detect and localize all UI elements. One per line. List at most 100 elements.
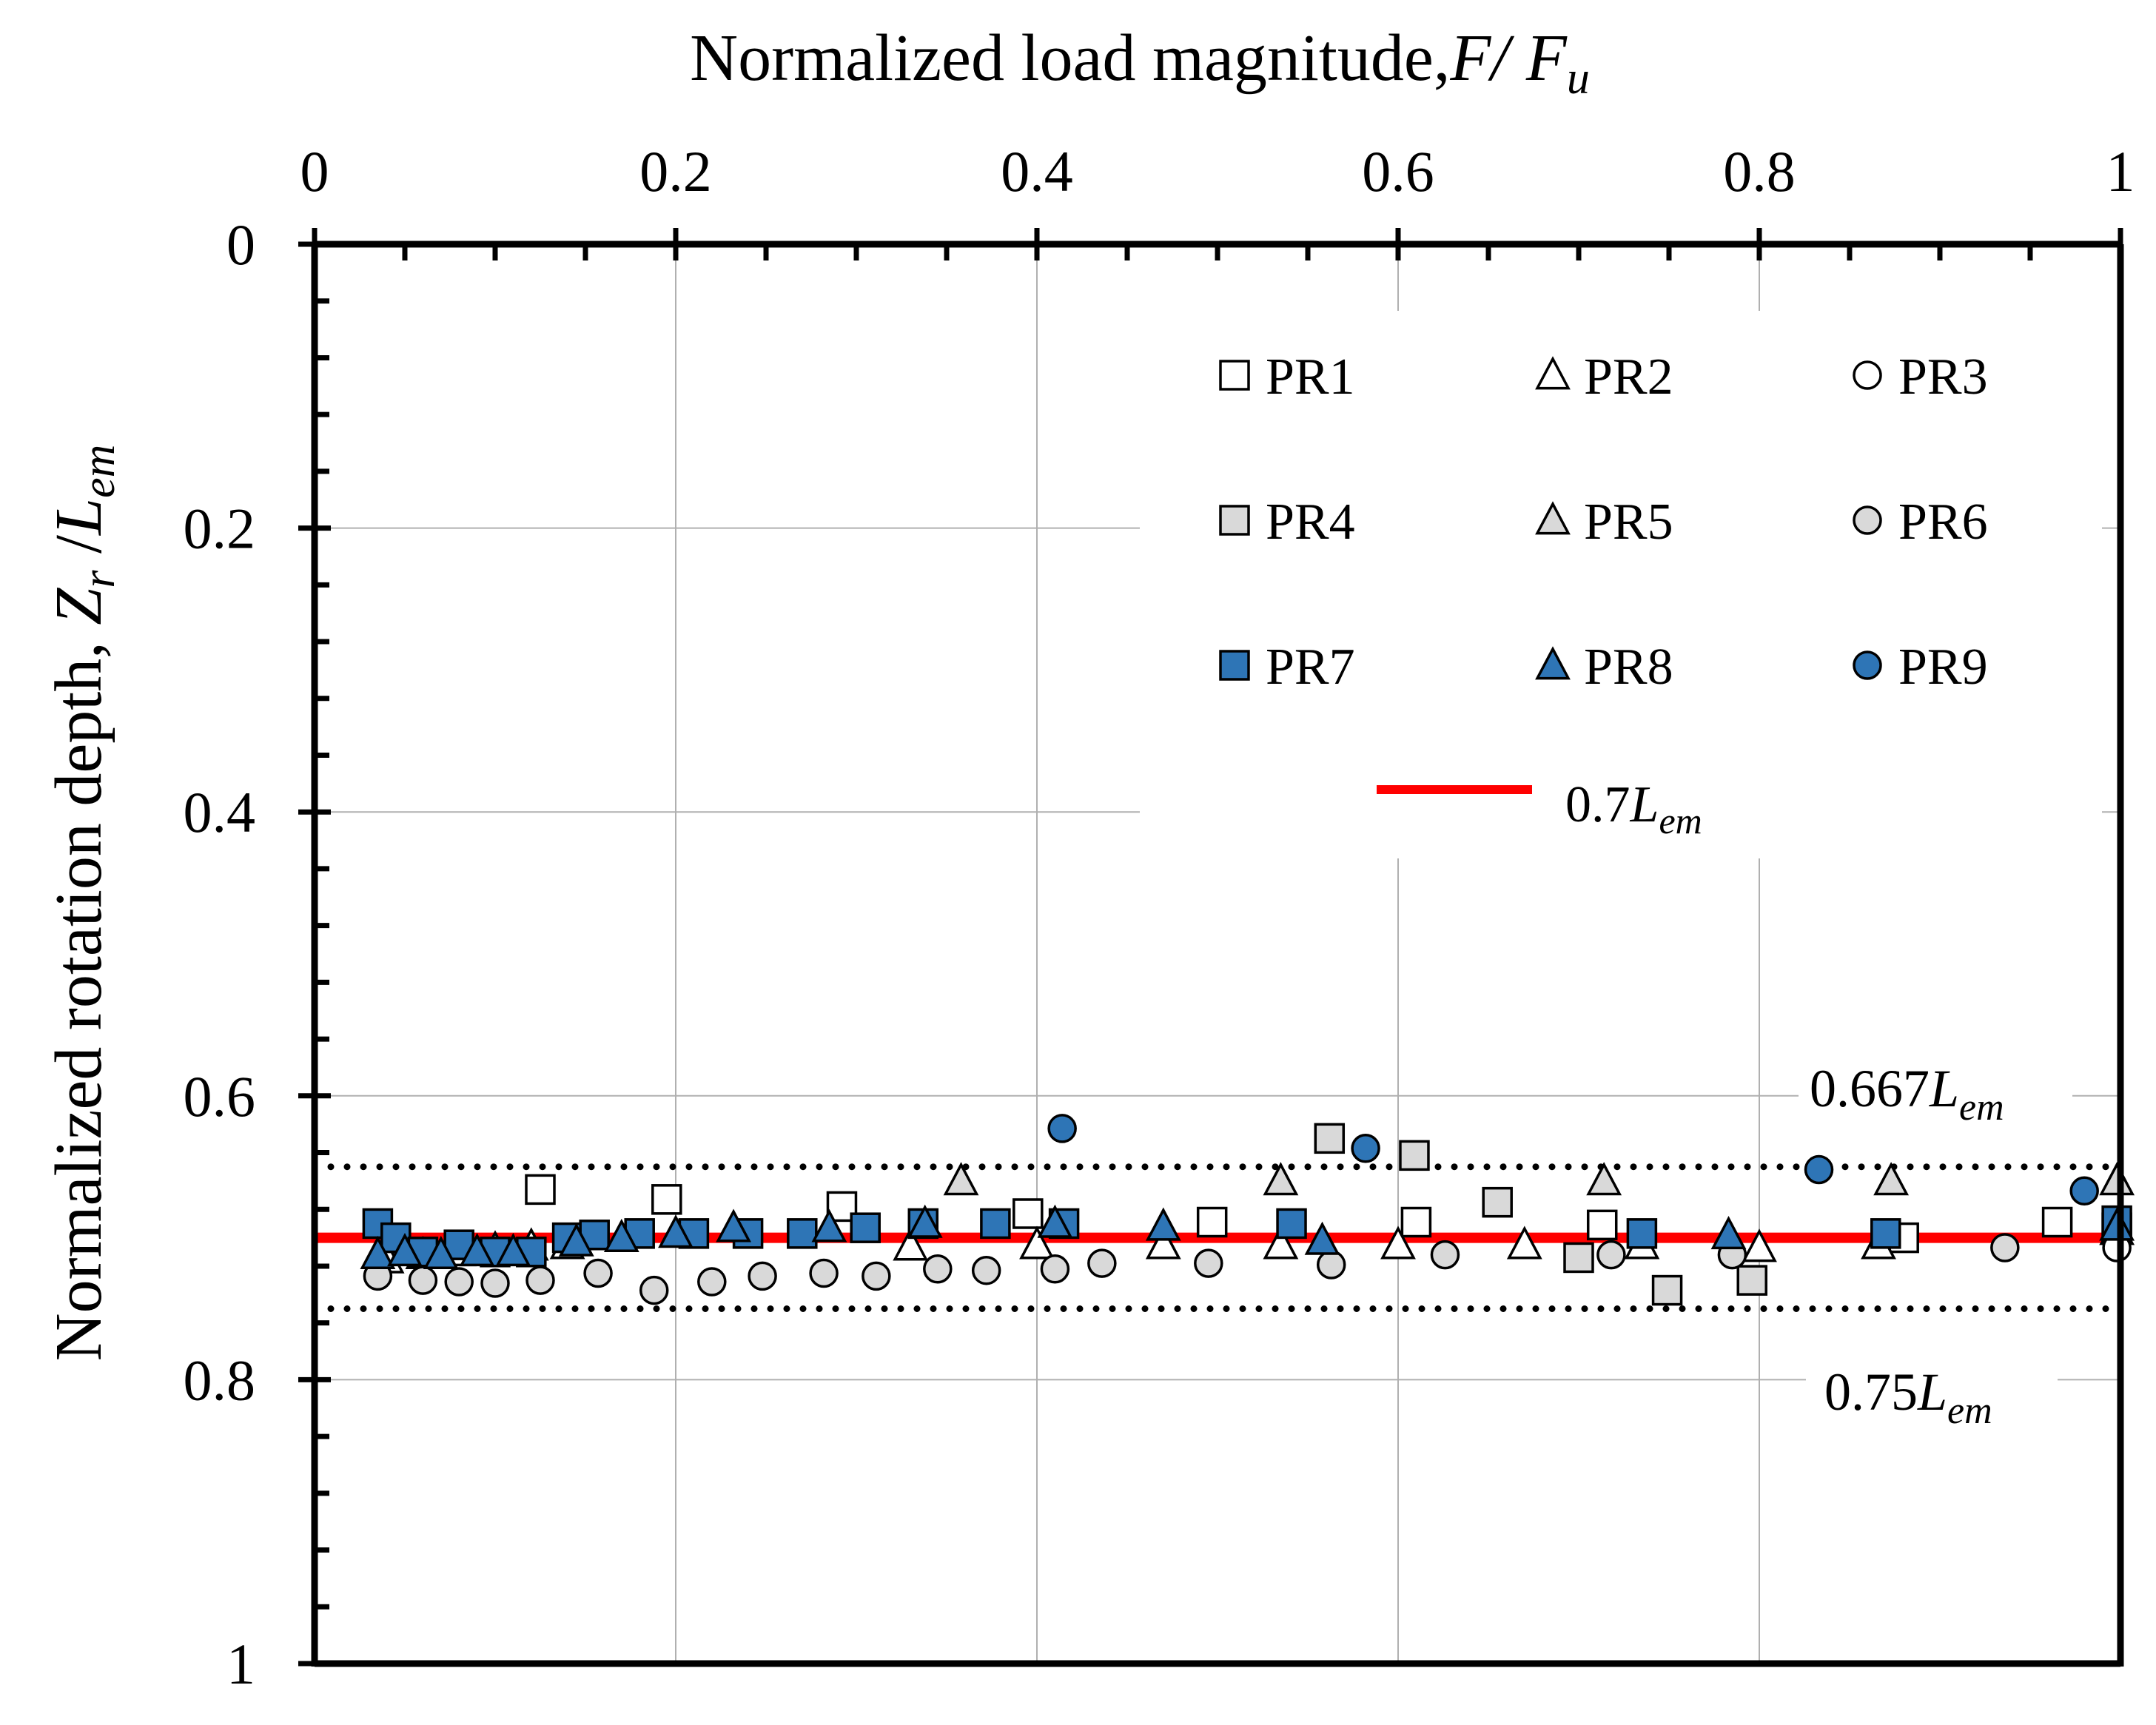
legend-ref-line-num: 0.7 — [1565, 776, 1631, 833]
legend-items: PR1 PR2 PR3 PR4 PR5 PR6 PR7 PR8 PR9 — [1219, 349, 1988, 696]
pr8-point — [558, 1223, 594, 1257]
pr6-point — [1087, 1248, 1117, 1278]
pr4-point — [1563, 1242, 1594, 1274]
y-tick-label: 1 — [226, 1632, 255, 1696]
pr4-point — [1314, 1123, 1346, 1154]
pr2-point — [1380, 1225, 1416, 1260]
legend-marker-pr3 — [1853, 360, 1882, 390]
y-axis-title-lsub: em — [74, 445, 124, 498]
y-axis-title-slash: / — [42, 535, 115, 571]
pr5-point — [943, 1162, 979, 1196]
pr8-point — [495, 1233, 531, 1267]
x-tick-label: 0.2 — [639, 139, 712, 204]
pr6-point — [408, 1265, 438, 1295]
legend-label-pr4: PR4 — [1266, 494, 1355, 551]
lower-band-num: 0.75 — [1824, 1362, 1918, 1422]
series-pr5 — [943, 1162, 2135, 1196]
series-pr4 — [1314, 1123, 1767, 1306]
x-tick-label: 0.4 — [1001, 139, 1073, 204]
legend-label-pr2: PR2 — [1584, 349, 1673, 406]
lower-band-sub: em — [1947, 1390, 1992, 1432]
y-axis-title-l: L — [42, 498, 115, 537]
pr8-point — [1145, 1207, 1181, 1241]
x-axis-title-sub: u — [1567, 53, 1590, 104]
upper-band-label: 0.667Lem — [1810, 1059, 2004, 1129]
x-axis-title-text: Normalized load magnitude, — [690, 21, 1450, 95]
pr6-point — [697, 1267, 727, 1297]
legend-ref-line-sub: em — [1659, 800, 1702, 841]
legend-label-pr6: PR6 — [1898, 494, 1988, 551]
pr8-point — [716, 1208, 751, 1243]
pr8-point — [1710, 1216, 1747, 1250]
y-tick-label: 0.2 — [184, 497, 256, 561]
x-axis-title-italic: F/ F — [1449, 21, 1567, 95]
pr1-point — [1012, 1198, 1044, 1229]
pr9-point — [1047, 1114, 1077, 1143]
pr8-point — [360, 1235, 396, 1269]
pr8-point — [907, 1204, 943, 1238]
pr8-point — [387, 1233, 423, 1267]
legend-marker-pr6 — [1853, 505, 1882, 535]
legend-marker-pr7 — [1219, 650, 1250, 681]
pr6-point — [444, 1267, 474, 1297]
legend-label-pr7: PR7 — [1266, 639, 1355, 696]
legend-background — [1140, 311, 2102, 858]
pr4-point — [1651, 1274, 1683, 1306]
pr1-point — [525, 1174, 556, 1206]
y-axis-title-text: Normalized rotation depth, — [42, 625, 115, 1362]
pr7-point — [1870, 1218, 1901, 1249]
pr8-point — [603, 1218, 639, 1252]
pr8-point — [1304, 1221, 1340, 1255]
pr6-point — [748, 1261, 777, 1291]
axes — [298, 228, 2124, 1667]
pr6-point — [1316, 1250, 1346, 1280]
y-axis-title: Normalized rotation depth, Zr /Lem — [42, 445, 124, 1362]
pr1-point — [2041, 1206, 2073, 1238]
pr4-point — [1399, 1140, 1430, 1171]
legend-marker-pr9 — [1853, 650, 1882, 680]
pr8-point — [459, 1233, 495, 1267]
lower-band-label-bg — [1806, 1332, 2058, 1428]
x-tick-label: 1 — [2106, 139, 2135, 204]
axis-labels: 0 0.2 0.4 0.6 0.8 1 0 0.2 0.4 0.6 0.8 1 — [184, 139, 2135, 1696]
lower-band-annotation: 0.75Lem — [1806, 1332, 2058, 1432]
pr6-point — [809, 1258, 839, 1288]
pr8-point — [658, 1214, 694, 1248]
upper-band-sub: em — [1959, 1086, 2004, 1129]
pr7-point — [624, 1218, 655, 1249]
legend-label-pr3: PR3 — [1898, 349, 1988, 406]
pr6-point — [1194, 1248, 1223, 1278]
pr6-point — [862, 1261, 891, 1291]
legend-ref-line-l: L — [1630, 776, 1659, 833]
y-tick-label: 0.4 — [184, 780, 256, 844]
legend-ref-line-label: 0.7Lem — [1565, 776, 1702, 841]
upper-band-annotation: 0.667Lem — [1799, 1043, 2072, 1129]
lower-band-l: L — [1917, 1362, 1947, 1422]
pr6-point — [1040, 1254, 1070, 1284]
pr8-point — [1037, 1204, 1073, 1238]
pr5-point — [1263, 1162, 1299, 1196]
pr1-point — [1196, 1206, 1228, 1238]
series-pr9 — [1047, 1114, 2099, 1206]
pr8-point — [2099, 1207, 2135, 1241]
legend-marker-pr2 — [1535, 356, 1571, 390]
x-tick-label: 0.8 — [1723, 139, 1796, 204]
y-axis-title-z: Z — [42, 588, 115, 625]
series-pr8 — [360, 1204, 2135, 1269]
pr4-point — [1482, 1186, 1513, 1218]
pr2-point — [1019, 1225, 1055, 1260]
y-tick-label: 0 — [226, 212, 255, 277]
pr7-point — [787, 1218, 818, 1249]
legend-label-pr5: PR5 — [1584, 494, 1673, 551]
pr1-point — [1586, 1209, 1618, 1241]
pr6-point — [525, 1265, 555, 1295]
pr6-point — [1990, 1233, 2020, 1262]
x-tick-label: 0 — [300, 139, 329, 204]
pr2-point — [1263, 1225, 1299, 1260]
series-pr7 — [362, 1205, 2132, 1268]
upper-band-l: L — [1929, 1059, 1959, 1118]
y-tick-label: 0.6 — [184, 1064, 256, 1129]
pr2-point — [893, 1227, 929, 1261]
